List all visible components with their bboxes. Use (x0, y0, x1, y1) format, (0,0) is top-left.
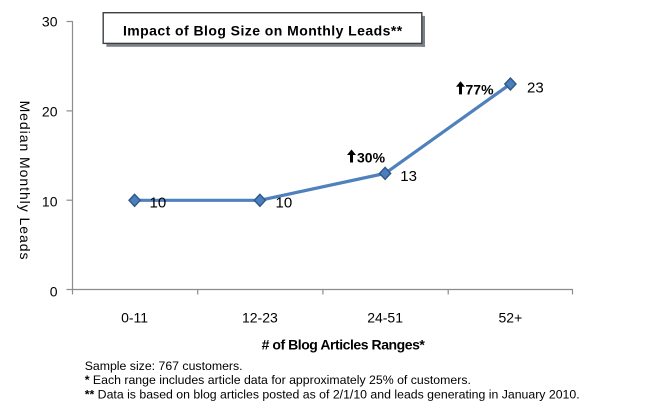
svg-text:30%: 30% (357, 150, 386, 166)
svg-text:30: 30 (42, 14, 58, 30)
svg-text:52+: 52+ (499, 310, 523, 326)
svg-text:23: 23 (527, 79, 544, 96)
svg-text:* Each range includes article: * Each range includes article data for a… (85, 373, 471, 387)
svg-text:** Data is based on blog artic: ** Data is based on blog articles posted… (85, 388, 580, 402)
svg-text:# of Blog Articles Ranges*: # of Blog Articles Ranges* (262, 337, 426, 353)
svg-text:20: 20 (42, 103, 58, 119)
svg-text:12-23: 12-23 (242, 310, 278, 326)
svg-text:10: 10 (150, 195, 167, 212)
svg-text:0: 0 (50, 284, 58, 300)
svg-text:0-11: 0-11 (121, 310, 148, 326)
svg-text:Median Monthly Leads: Median Monthly Leads (17, 101, 33, 261)
svg-text:24-51: 24-51 (367, 310, 403, 326)
svg-text:10: 10 (42, 194, 58, 210)
svg-text:Impact of Blog Size on Monthly: Impact of Blog Size on Monthly Leads** (123, 22, 403, 38)
svg-text:10: 10 (276, 195, 293, 212)
svg-text:Sample size: 767 customers.: Sample size: 767 customers. (85, 359, 243, 373)
svg-text:13: 13 (400, 168, 417, 185)
svg-text:77%: 77% (466, 81, 495, 97)
